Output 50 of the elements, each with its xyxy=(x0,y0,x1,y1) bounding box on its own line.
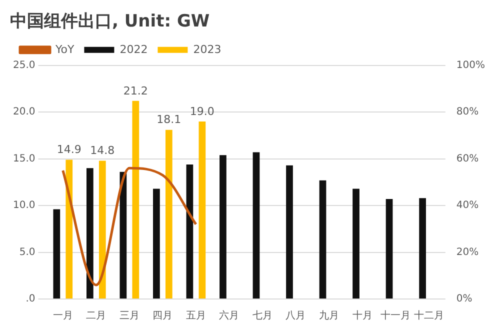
x-tick-label: 十月 xyxy=(352,310,372,322)
bar xyxy=(220,155,226,298)
x-tick-label: 五月 xyxy=(186,310,206,322)
data-label: 14.8 xyxy=(90,144,115,158)
x-tick-label: 三月 xyxy=(119,310,140,322)
bar xyxy=(319,180,326,298)
y2-tick-label: 80% xyxy=(456,106,479,118)
x-tick-label: 七月 xyxy=(252,310,272,322)
legend-label: 2023 xyxy=(193,42,222,56)
y-tick-label: .0 xyxy=(26,294,36,305)
x-tick-label: 九月 xyxy=(318,310,339,322)
data-label: 19.0 xyxy=(190,104,214,118)
bar xyxy=(186,164,194,298)
x-tick-label: 一月 xyxy=(52,310,73,322)
bar xyxy=(386,199,393,298)
bar xyxy=(98,160,106,298)
y-tick-label: 20.0 xyxy=(13,106,36,118)
y2-tick-label: 100% xyxy=(456,60,486,71)
bar xyxy=(419,198,426,298)
bar xyxy=(66,160,73,298)
chart-title: 中国组件出口, Unit: GW xyxy=(10,12,210,32)
x-tick-label: 十一月 xyxy=(380,310,411,322)
y-tick-label: 25.0 xyxy=(13,60,36,71)
bar xyxy=(53,209,60,298)
y2-tick-label: 20% xyxy=(456,246,479,258)
x-tick-label: 四月 xyxy=(152,310,173,322)
bar xyxy=(86,168,94,298)
x-tick-label: 二月 xyxy=(86,310,106,322)
x-tick-label: 八月 xyxy=(286,310,306,322)
bar xyxy=(153,188,160,298)
bar xyxy=(286,165,293,298)
y-tick-label: 10.0 xyxy=(13,200,36,212)
data-label: 18.1 xyxy=(156,113,182,126)
x-tick-label: 六月 xyxy=(219,310,240,322)
legend-label: 2022 xyxy=(120,42,148,56)
data-label: 14.9 xyxy=(56,143,82,156)
bar xyxy=(252,152,260,298)
y2-tick-label: 0% xyxy=(456,294,472,305)
bar xyxy=(132,100,140,298)
line-series xyxy=(62,166,198,286)
y2-tick-label: 60% xyxy=(456,153,479,164)
bar xyxy=(165,130,172,298)
y-tick-label: 15.0 xyxy=(13,153,36,164)
x-tick-label: 十二月 xyxy=(414,310,444,322)
bar xyxy=(198,121,206,298)
legend-label: YoY xyxy=(54,42,74,56)
y-tick-label: 5.0 xyxy=(19,246,36,258)
bar xyxy=(352,188,360,298)
y2-tick-label: 40% xyxy=(456,200,479,212)
data-label: 21.2 xyxy=(123,84,148,98)
